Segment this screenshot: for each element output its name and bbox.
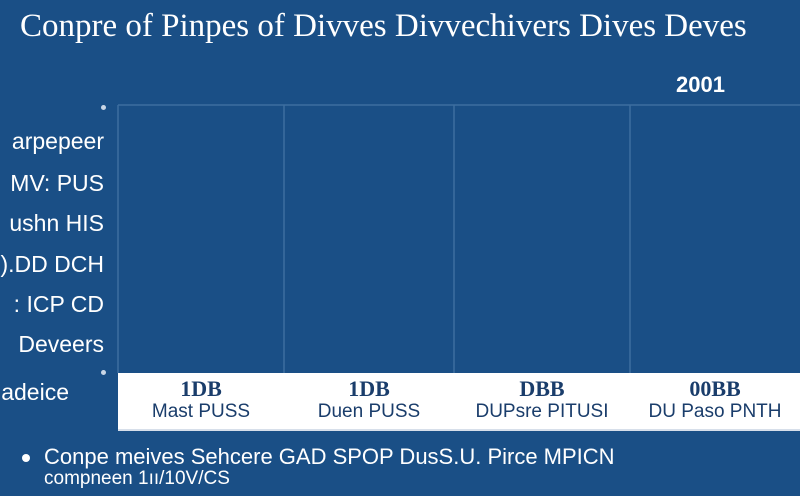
column-name: Duen PUSS (317, 401, 421, 422)
row-label: : ICP CD (13, 291, 104, 317)
column-cell: 1DB Mast PUSS (118, 373, 284, 429)
row-label: MV: PUS (10, 170, 104, 196)
axis-dot-top (101, 105, 106, 110)
column-value: 1DB (180, 376, 222, 401)
column-cell: 00BB DU Paso PNTH (630, 373, 800, 429)
row-label: Deveers (18, 331, 104, 357)
column-value: DBB (519, 376, 565, 401)
year-label: 2001 (676, 72, 725, 97)
column-value: 1DB (348, 376, 390, 401)
column-cell: DBB DUPsre PITUSI (454, 373, 630, 429)
column-name: Mast PUSS (151, 401, 251, 422)
footnote-bullet (22, 454, 30, 462)
footnote: Conpe meives Sehcere GAD SPOP DusS.U. Pi… (44, 446, 615, 490)
row-label: ushn HIS (9, 210, 104, 236)
column-cell: 1DB Duen PUSS (284, 373, 454, 429)
column-name: DU Paso PNTH (648, 401, 782, 422)
axis-dot-bottom (101, 370, 106, 375)
value-strip: 1DB Mast PUSS 1DB Duen PUSS DBB DUPsre P… (118, 373, 800, 431)
chart-title: Conpre of Pinpes of Divves Divvechivers … (20, 8, 747, 44)
column-value: 00BB (689, 376, 741, 401)
row-label: arpepeer (11, 128, 104, 154)
footnote-line: Conpe meives Sehcere GAD SPOP DusS.U. Pi… (44, 444, 615, 469)
column-name: DUPsre PITUSI (475, 401, 609, 422)
footnote-line: compneen 1ıı/10V/CS (44, 468, 230, 489)
row-label: ).DD DCH (0, 251, 105, 277)
row-label: adeice (1, 379, 69, 405)
